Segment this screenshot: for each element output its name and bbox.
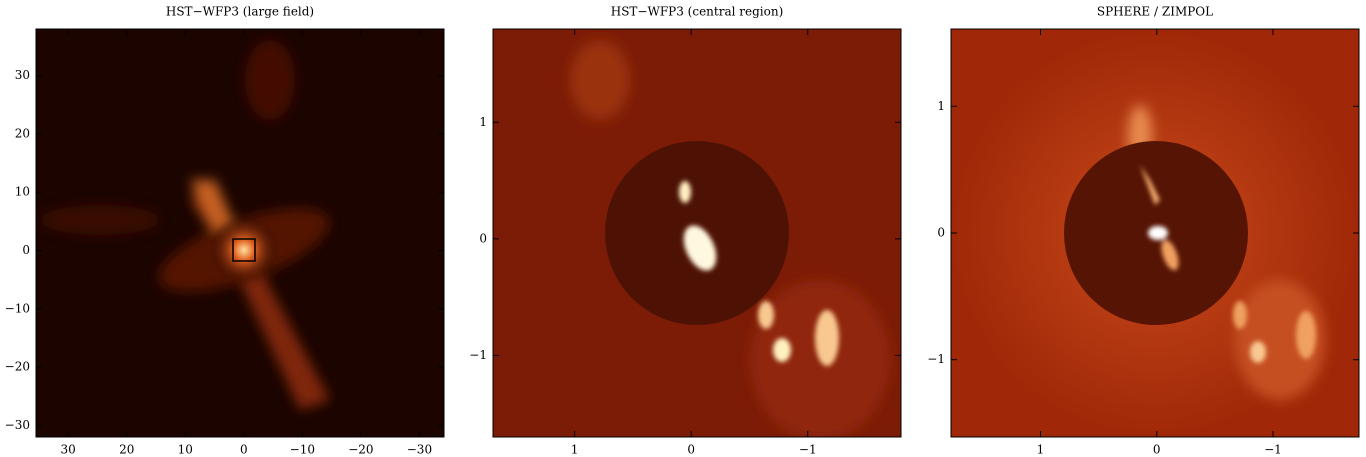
- y-tick-label: −20: [5, 360, 30, 374]
- x-tick-label: −30: [407, 443, 432, 457]
- x-tick-label: 0: [1153, 443, 1161, 457]
- panel-title: HST−WFP3 (central region): [611, 5, 784, 19]
- y-tick-label: 10: [15, 185, 30, 199]
- y-tick-label: −1: [927, 352, 945, 366]
- y-tick-label: 0: [22, 243, 30, 257]
- panel-title: SPHERE / ZIMPOL: [1097, 5, 1213, 19]
- x-tick-label: 0: [687, 443, 695, 457]
- image-sphere-zimpol: [951, 29, 1359, 437]
- y-tick-label: 0: [937, 226, 945, 240]
- x-tick-label: 0: [240, 443, 248, 457]
- x-tick-label: 1: [571, 443, 579, 457]
- y-tick-label: 1: [479, 115, 487, 129]
- x-tick-label: 1: [1037, 443, 1045, 457]
- y-tick-label: 0: [479, 231, 487, 245]
- y-tick-label: −1: [469, 348, 487, 362]
- y-tick-label: 1: [937, 99, 945, 113]
- y-tick-label: 30: [15, 68, 30, 82]
- panel-frame: [492, 28, 902, 438]
- y-tick-label: −10: [5, 301, 30, 315]
- x-tick-label: 20: [119, 443, 134, 457]
- x-tick-label: 10: [178, 443, 193, 457]
- x-tick-label: 30: [61, 443, 76, 457]
- panel-title: HST−WFP3 (large field): [166, 5, 314, 19]
- image-central-region: [493, 29, 901, 437]
- panel-frame: [35, 28, 445, 438]
- y-tick-label: −30: [5, 418, 30, 432]
- x-tick-label: −10: [290, 443, 315, 457]
- x-tick-label: −1: [1264, 443, 1282, 457]
- x-tick-label: −20: [348, 443, 373, 457]
- image-large-field: [36, 29, 444, 437]
- x-tick-label: −1: [799, 443, 817, 457]
- y-tick-label: 20: [15, 126, 30, 140]
